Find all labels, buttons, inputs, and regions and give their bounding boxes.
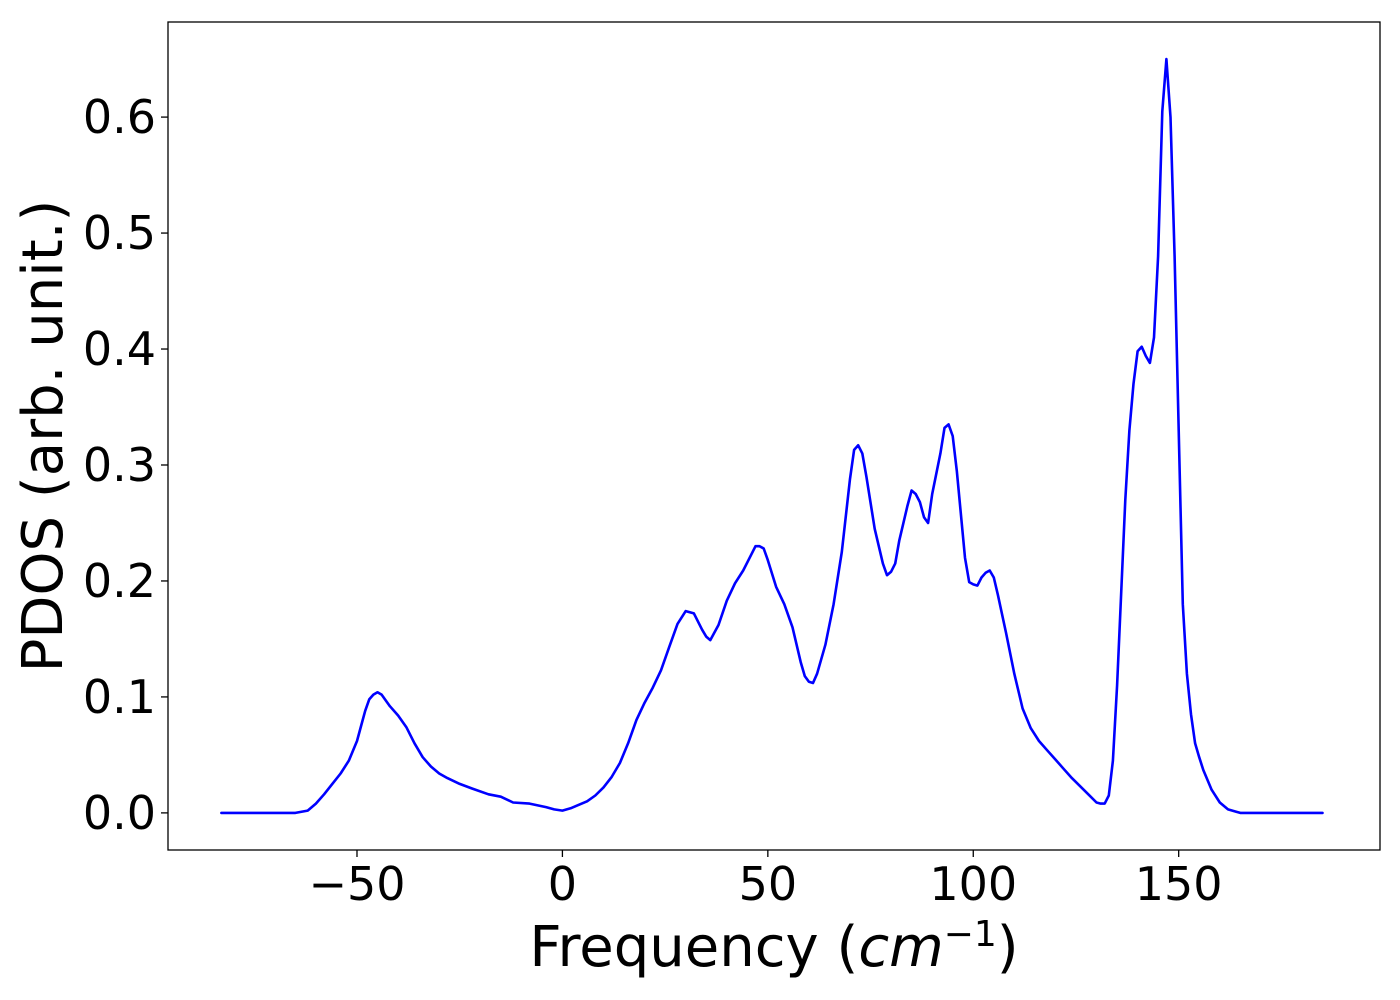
x-tick-label: 50 bbox=[739, 857, 798, 911]
y-tick-label: 0.3 bbox=[83, 438, 156, 492]
y-tick-label: 0.0 bbox=[83, 786, 156, 840]
x-axis-title: Frequency (cm−1) bbox=[529, 914, 1018, 981]
x-tick-label: −50 bbox=[308, 857, 405, 911]
plot-background bbox=[168, 22, 1380, 850]
x-tick-label: 0 bbox=[548, 857, 577, 911]
y-tick-label: 0.4 bbox=[83, 322, 156, 376]
x-axis: −50 0 50 100 150 bbox=[308, 850, 1223, 911]
y-axis-title: PDOS (arb. unit.) bbox=[11, 200, 76, 673]
y-tick-label: 0.2 bbox=[83, 554, 156, 608]
y-tick-label: 0.6 bbox=[83, 90, 156, 144]
pdos-series-line bbox=[220, 57, 1324, 815]
y-tick-label: 0.1 bbox=[83, 670, 156, 724]
x-tick-label: 150 bbox=[1135, 857, 1223, 911]
x-tick-label: 100 bbox=[929, 857, 1017, 911]
y-tick-label: 0.5 bbox=[83, 206, 156, 260]
y-axis: 0.0 0.1 0.2 0.3 0.4 0.5 0.6 bbox=[83, 90, 168, 840]
plot-frame bbox=[167, 21, 1381, 851]
